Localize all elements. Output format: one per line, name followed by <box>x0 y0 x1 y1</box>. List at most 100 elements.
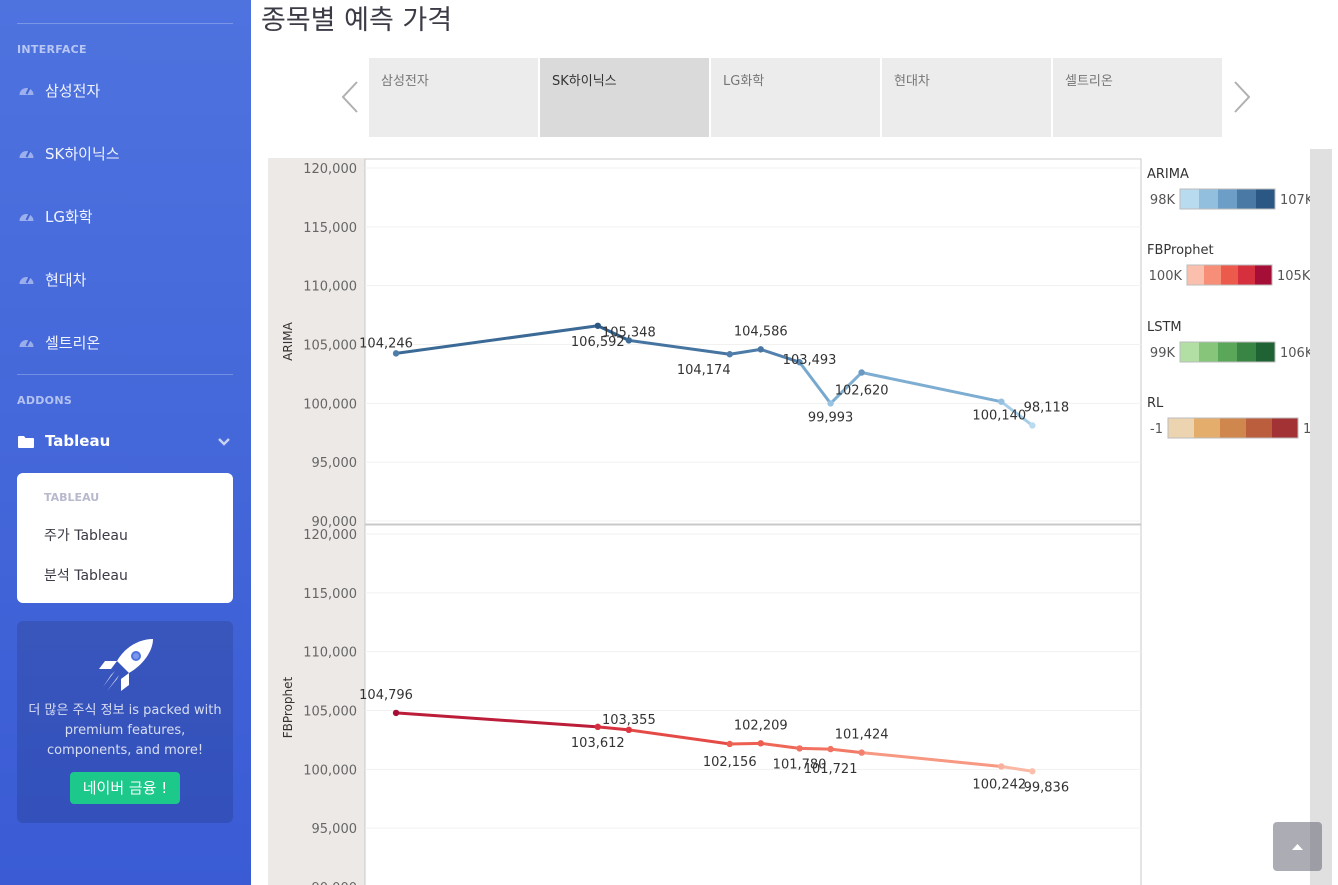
y-tick-label: 110,000 <box>303 646 357 661</box>
submenu-item-stock-tableau[interactable]: 주가 Tableau <box>44 528 128 544</box>
legend-min: 100K <box>1149 269 1183 284</box>
plot-panel-arima <box>364 158 1142 525</box>
y-tick-label: 95,000 <box>312 822 358 837</box>
legend-swatch <box>1256 189 1275 209</box>
sidebar-divider <box>17 23 233 24</box>
series-line-segment <box>759 741 802 750</box>
tab-next-arrow[interactable] <box>1232 80 1252 114</box>
data-point <box>625 337 633 344</box>
data-point <box>858 749 865 756</box>
data-point <box>827 745 834 753</box>
data-point <box>796 359 803 366</box>
data-label: 104,586 <box>734 324 788 339</box>
tab-prev-arrow[interactable] <box>340 80 360 114</box>
tab-label: SK하이닉스 <box>552 74 617 89</box>
sidebar-divider <box>17 374 233 375</box>
legend-title-rl: RL <box>1147 396 1164 411</box>
legend-ramp-border <box>1186 264 1273 286</box>
data-label: 99,993 <box>808 410 854 425</box>
tab-hyundai[interactable]: 현대차 <box>882 58 1051 137</box>
sidebar-item-tableau[interactable]: Tableau <box>17 426 233 456</box>
sidebar-item-skhynix[interactable]: SK하이닉스 <box>17 138 233 168</box>
sidebar-item-label: LG화학 <box>45 207 93 226</box>
sidebar-item-celltrion[interactable]: 셀트리온 <box>17 327 233 357</box>
y-tick-label: 90,000 <box>312 515 358 530</box>
data-label: 100,242 <box>972 777 1026 792</box>
legend-swatch <box>1199 342 1218 362</box>
legend-swatch <box>1180 189 1199 209</box>
y-tick-label: 100,000 <box>303 397 357 412</box>
data-label: 105,348 <box>602 325 656 340</box>
legend-swatch <box>1221 265 1238 285</box>
data-point <box>757 740 764 747</box>
plot-panel-fbprophet <box>364 524 1142 885</box>
y-tick-label: 100,000 <box>303 763 357 778</box>
promo-text: 더 많은 주식 정보 is packed with premium featur… <box>28 703 222 758</box>
data-point <box>392 350 400 357</box>
series-line-segment <box>860 371 1003 404</box>
y-axis-title-fbprophet: FBProphet <box>281 676 295 738</box>
tab-label: 현대차 <box>894 74 930 89</box>
chevron-up-icon <box>1292 844 1303 850</box>
y-tick-label: 90,000 <box>312 881 358 885</box>
legend-swatch <box>1255 265 1272 285</box>
tab-label: 삼성전자 <box>381 74 429 89</box>
legend-swatch <box>1237 189 1256 209</box>
legend-swatch <box>1180 342 1199 362</box>
scroll-to-top-button[interactable] <box>1273 822 1322 871</box>
sidebar-item-samsung[interactable]: 삼성전자 <box>17 75 233 105</box>
tableau-submenu: TABLEAU 주가 Tableau 분석 Tableau <box>17 473 233 603</box>
sidebar-item-label: Tableau <box>45 432 111 450</box>
data-label: 103,355 <box>602 713 656 728</box>
tachometer-icon <box>17 333 35 351</box>
data-label: 101,780 <box>773 757 827 772</box>
series-line-segment <box>999 400 1034 427</box>
data-label: 98,118 <box>1024 400 1070 415</box>
naver-finance-button[interactable]: 네이버 금융 ! <box>70 772 180 804</box>
data-point <box>757 346 764 353</box>
data-point <box>625 726 633 734</box>
legend-ramp-border <box>1179 188 1276 210</box>
data-label: 104,246 <box>359 336 413 351</box>
tab-lgchem[interactable]: LG화학 <box>711 58 880 137</box>
y-tick-label: 115,000 <box>303 587 357 602</box>
sidebar-item-hyundai[interactable]: 현대차 <box>17 264 233 294</box>
sidebar-item-label: 현대차 <box>45 270 87 289</box>
sidebar-item-lgchem[interactable]: LG화학 <box>17 201 233 231</box>
tab-samsung[interactable]: 삼성전자 <box>369 58 538 137</box>
legend-swatch <box>1256 342 1275 362</box>
data-point <box>726 740 733 748</box>
legend-swatch <box>1238 265 1255 285</box>
legend-max: 107K <box>1280 193 1314 208</box>
legend-max: 1 <box>1303 422 1311 437</box>
tableau-viz[interactable]: 120,000 115,000 110,000 105,000 100,000 95,00… <box>268 149 1330 885</box>
submenu-item-analysis-tableau[interactable]: 분석 Tableau <box>44 568 128 584</box>
legend-ramp-border <box>1179 341 1276 363</box>
data-label: 102,156 <box>703 755 757 770</box>
legend-swatch <box>1199 189 1218 209</box>
sidebar-heading-interface: INTERFACE <box>17 43 87 56</box>
y-tick-label: 110,000 <box>303 280 357 295</box>
promo-card: 더 많은 주식 정보 is packed with premium featur… <box>17 621 233 823</box>
viz-scrollbar[interactable] <box>1310 149 1332 885</box>
legend-swatch <box>1272 418 1298 438</box>
y-tick-label: 105,000 <box>303 705 357 720</box>
legend-ramp-border <box>1167 417 1299 439</box>
data-label: 101,721 <box>804 762 858 777</box>
tachometer-icon <box>17 207 35 225</box>
series-line-segment <box>829 747 864 755</box>
legend-swatch <box>1194 418 1220 438</box>
data-point <box>594 322 601 329</box>
data-point <box>392 709 400 717</box>
legend-title-fbprophet: FBProphet <box>1147 243 1214 258</box>
series-line-segment <box>860 751 1003 768</box>
y-tick-label: 120,000 <box>303 528 357 543</box>
chevron-down-icon <box>217 432 231 451</box>
sidebar-item-label: 셀트리온 <box>45 333 101 352</box>
tab-skhynix[interactable]: SK하이닉스 <box>540 58 709 137</box>
legend-min: 98K <box>1150 193 1176 208</box>
data-point <box>1029 768 1036 775</box>
data-label: 104,174 <box>677 363 731 378</box>
legend-swatch <box>1237 342 1256 362</box>
tab-celltrion[interactable]: 셀트리온 <box>1053 58 1222 137</box>
